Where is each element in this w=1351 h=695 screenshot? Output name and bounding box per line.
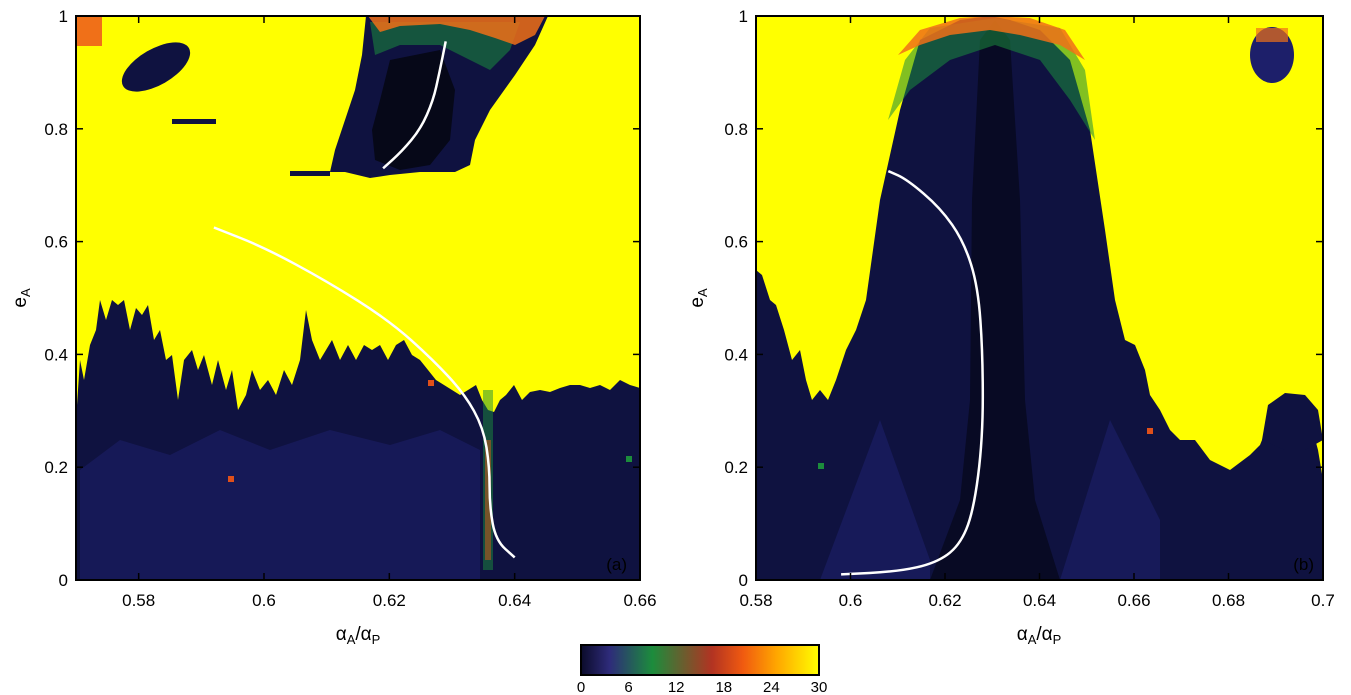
colorbar-tick-label: 24 (763, 679, 780, 695)
colorbar-gradient (580, 644, 820, 676)
panel-b-wedge-left (820, 420, 930, 580)
panel-b-ytick-label: 0.8 (724, 120, 748, 139)
panel-b-central-green (888, 18, 1095, 140)
panel-b-central-fringe (898, 16, 1085, 60)
panel-b-xtick-label: 0.68 (1212, 591, 1245, 610)
panel-a-ticks: 0.58 0.6 0.62 0.64 0.66 0 0.2 0.4 0.6 0.8 1 (44, 7, 656, 610)
panel-b-island-fringe (1256, 28, 1288, 42)
panel-b-xtick-label: 0.6 (839, 591, 863, 610)
panel-a-ytick-label: 0.6 (44, 233, 68, 252)
panel-a-curve-2 (382, 41, 447, 170)
panel-a-pixel-3 (626, 456, 632, 462)
panel-b-xtick-label: 0.7 (1311, 591, 1335, 610)
panel-a-resonance-strip (483, 390, 493, 570)
panel-a-xtick-label: 0.62 (373, 591, 406, 610)
panel-a-small-island (121, 42, 191, 92)
panel-a-lower-texture (80, 430, 480, 580)
panel-b-pixel-2 (1147, 428, 1153, 434)
colorbar-tick-label: 12 (668, 679, 685, 695)
colorbar-tick-label: 18 (715, 679, 732, 695)
panel-a-ytick-label: 1 (59, 7, 68, 26)
panel-a-streak-1 (172, 119, 216, 124)
colorbar-tick-label: 30 (811, 679, 828, 695)
panel-b-ytick-label: 1 (739, 7, 748, 26)
panel-a-upper-core (372, 50, 455, 170)
panel-a-ylabel: eA (10, 288, 33, 308)
panel-b-curve-1 (841, 169, 985, 576)
panel-b-xtick-label: 0.58 (739, 591, 772, 610)
panel-b-ytick-label: 0.4 (724, 345, 748, 364)
panel-a-streak-2 (290, 171, 330, 176)
panel-b: 0.58 0.6 0.62 0.64 0.66 0.68 0.7 0 0.2 0.4 0.6 0.8 1… (687, 7, 1335, 647)
panel-a-pixel-1 (228, 476, 234, 482)
panel-b-ticks: 0.58 0.6 0.62 0.64 0.66 0.68 0.7 0 0.2 0.4 0.6 0.8 1 (724, 7, 1334, 610)
panel-b-ytick-label: 0.6 (724, 233, 748, 252)
panel-a-curve-1 (213, 226, 516, 559)
panel-b-ylabel: eA (687, 288, 710, 308)
panel-b-ytick-label: 0 (739, 571, 748, 590)
panel-a-xtick-label: 0.64 (498, 591, 531, 610)
panel-a-xtick-label: 0.58 (122, 591, 155, 610)
panel-b-xtick-label: 0.64 (1023, 591, 1056, 610)
panel-a-xtick-label: 0.66 (623, 591, 656, 610)
panel-b-xtick-label: 0.62 (928, 591, 961, 610)
panel-b-pixel-1 (818, 463, 824, 469)
panel-b-xlabel: αA/αP (1017, 624, 1062, 647)
panel-a-corner-patch (76, 16, 102, 46)
panel-a-frame (75, 15, 641, 581)
panel-a-ytick-label: 0.4 (44, 345, 68, 364)
panel-a-xtick-label: 0.6 (252, 591, 276, 610)
panel-b-right-blob (1262, 393, 1323, 450)
panel-b-ytick-label: 0.2 (724, 458, 748, 477)
panel-a-resonance-strip-hot (485, 440, 491, 560)
colorbar: 0 6 12 18 24 30 (577, 644, 828, 695)
colorbar-tick-label: 0 (577, 679, 585, 695)
panel-b-wedge-right (1060, 420, 1160, 580)
panel-b-tag: (b) (1293, 555, 1314, 574)
panel-a-ytick-label: 0.8 (44, 120, 68, 139)
panel-a-xlabel: αA/αP (336, 624, 381, 647)
panel-a-ytick-label: 0 (59, 571, 68, 590)
panel-a-ytick-label: 0.2 (44, 458, 68, 477)
panel-a-upper-fringe (368, 16, 545, 45)
colorbar-tick-label: 6 (624, 679, 632, 695)
colorbar-ticks: 0 6 12 18 24 30 (577, 679, 828, 695)
panel-b-central-core (930, 20, 1060, 580)
panel-a-pixel-2 (428, 380, 434, 386)
panel-a-tag: (a) (606, 555, 627, 574)
panel-b-lower-region (756, 16, 1323, 580)
panel-b-xtick-label: 0.66 (1117, 591, 1150, 610)
panel-a: 0.58 0.6 0.62 0.64 0.66 0 0.2 0.4 0.6 0.8 1 (a) αA… (10, 7, 657, 647)
